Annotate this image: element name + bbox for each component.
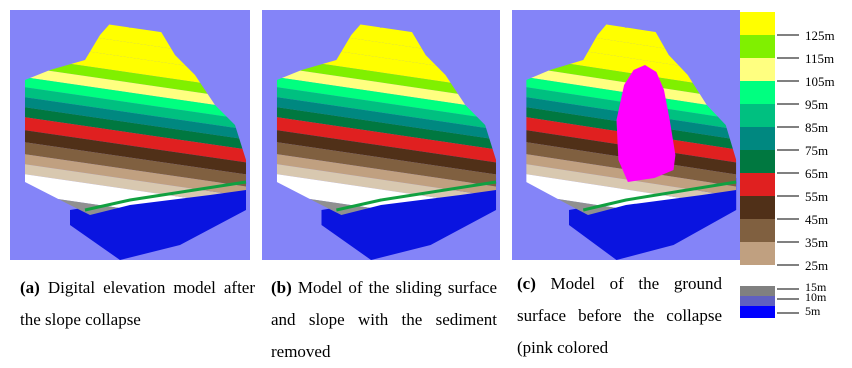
legend-swatch [740,286,775,296]
legend-label: 25m [805,258,828,273]
legend-swatch [740,306,775,318]
legend-label: 85m [805,120,828,135]
legend-label: 105m [805,74,835,89]
legend-label: 115m [805,51,834,66]
legend-swatch [740,296,775,306]
terrain-panel [512,10,740,270]
legend-swatch [740,81,775,104]
legend-label: 65m [805,166,828,181]
legend-swatch [740,127,775,150]
caption-text: Model of the sliding surface and slope w… [271,278,497,361]
caption-text: Digital elevation model after the slope … [20,278,255,329]
legend-swatch [740,219,775,242]
legend-swatch [740,58,775,81]
legend-swatch [740,242,775,265]
legend-label: 45m [805,212,828,227]
legend-label: 125m [805,28,835,43]
caption-text: Model of the ground surface before the c… [517,274,722,357]
legend-swatch [740,12,775,35]
caption-b: (b) Model of the sliding surface and slo… [271,272,497,368]
panel-label: (c) [517,274,536,293]
terrain-panel [262,10,500,270]
legend-label: 5m [805,304,821,318]
legend-swatch [740,150,775,173]
caption-a: (a) Digital elevation model after the sl… [20,272,255,336]
legend-label: 55m [805,189,828,204]
legend-label: 75m [805,143,828,158]
caption-c: (c) Model of the ground surface before t… [517,268,722,364]
legend-label: 35m [805,235,828,250]
terrain-panel [10,10,250,270]
legend-swatch [740,173,775,196]
panel-label: (b) [271,278,292,297]
panel-label: (a) [20,278,40,297]
legend-swatch [740,104,775,127]
legend-label: 10m [805,290,827,304]
legend-swatch [740,35,775,58]
legend-label: 95m [805,97,828,112]
legend-swatch [740,196,775,219]
